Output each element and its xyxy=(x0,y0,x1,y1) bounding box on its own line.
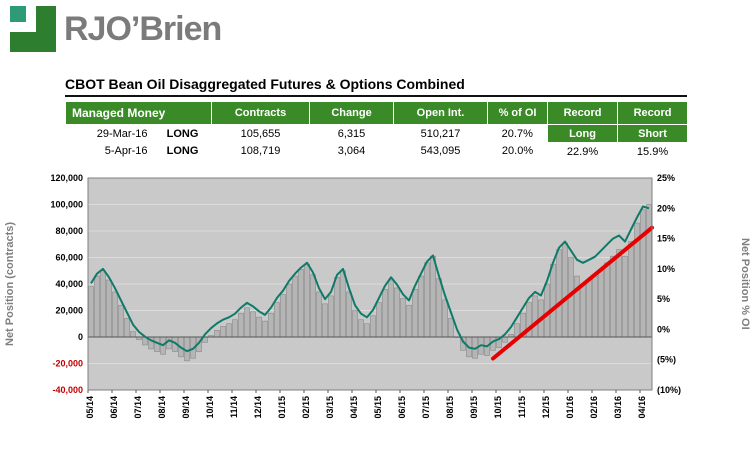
report-title: CBOT Bean Oil Disaggregated Futures & Op… xyxy=(65,76,687,97)
chart-area: 120,000 100,000 80,000 60,000 40,000 20,000 0 -… xyxy=(0,168,755,451)
svg-text:20%: 20% xyxy=(657,203,675,213)
cell-record-long-value: 22.9% xyxy=(547,142,618,160)
svg-text:05/14: 05/14 xyxy=(85,396,95,419)
svg-text:0: 0 xyxy=(78,332,83,342)
cell-record-short-value: 15.9% xyxy=(617,142,688,160)
svg-text:(10%): (10%) xyxy=(657,385,681,395)
cell-contracts: 108,719 xyxy=(211,142,310,160)
header-record-short: Record xyxy=(617,101,689,125)
svg-text:07/14: 07/14 xyxy=(133,396,143,419)
rjo-brien-logo-icon xyxy=(10,6,56,52)
svg-text:08/14: 08/14 xyxy=(157,396,167,419)
table-row: 5-Apr-16 LONG 108,719 3,064 543,095 20.0… xyxy=(65,142,688,160)
svg-text:25%: 25% xyxy=(657,173,675,183)
header-open-int: Open Int. xyxy=(393,101,489,125)
svg-text:09/14: 09/14 xyxy=(181,396,191,419)
svg-text:09/15: 09/15 xyxy=(469,396,479,419)
cell-change: 3,064 xyxy=(309,142,394,160)
cell-position: LONG xyxy=(153,142,212,160)
cell-record-short-label: Short xyxy=(617,124,689,143)
svg-text:5%: 5% xyxy=(657,294,670,304)
cell-position: LONG xyxy=(153,124,212,143)
svg-text:-40,000: -40,000 xyxy=(52,385,83,395)
cell-open-int: 543,095 xyxy=(393,142,488,160)
svg-text:0%: 0% xyxy=(657,324,670,334)
svg-text:06/15: 06/15 xyxy=(397,396,407,419)
header-contracts: Contracts xyxy=(211,101,311,125)
svg-text:02/16: 02/16 xyxy=(589,396,599,419)
svg-text:04/15: 04/15 xyxy=(349,396,359,419)
left-axis-title: Net Position (contracts) xyxy=(4,221,16,347)
svg-text:01/16: 01/16 xyxy=(565,396,575,419)
header-pct-oi: % of OI xyxy=(487,101,549,125)
right-axis-title: Net Position % OI xyxy=(739,238,751,330)
logo-text: RJO’Brien xyxy=(64,10,222,48)
svg-text:80,000: 80,000 xyxy=(55,226,83,236)
svg-text:20,000: 20,000 xyxy=(55,306,83,316)
header-change: Change xyxy=(309,101,395,125)
header-record-long: Record xyxy=(547,101,619,125)
svg-text:12/15: 12/15 xyxy=(541,396,551,419)
svg-text:11/14: 11/14 xyxy=(229,396,239,418)
managed-money-table: Managed Money Contracts Change Open Int.… xyxy=(64,101,689,160)
svg-text:15%: 15% xyxy=(657,234,675,244)
svg-text:07/15: 07/15 xyxy=(421,396,431,419)
svg-text:100,000: 100,000 xyxy=(50,200,83,210)
header-managed-money: Managed Money xyxy=(64,101,213,125)
svg-text:08/15: 08/15 xyxy=(445,396,455,419)
svg-text:06/14: 06/14 xyxy=(109,396,119,419)
cell-date: 5-Apr-16 xyxy=(65,142,154,160)
svg-text:12/14: 12/14 xyxy=(253,396,263,419)
cell-record-long-label: Long xyxy=(547,124,619,143)
cell-date: 29-Mar-16 xyxy=(65,124,154,143)
svg-text:04/16: 04/16 xyxy=(637,396,647,419)
logo-teal-square xyxy=(10,6,26,22)
svg-text:03/16: 03/16 xyxy=(613,396,623,419)
svg-text:01/15: 01/15 xyxy=(277,396,287,419)
cell-pct-oi: 20.7% xyxy=(487,124,548,143)
svg-text:05/15: 05/15 xyxy=(373,396,383,419)
svg-text:-20,000: -20,000 xyxy=(52,359,83,369)
svg-text:10%: 10% xyxy=(657,264,675,274)
table-header-row: Managed Money Contracts Change Open Int.… xyxy=(64,101,689,125)
svg-text:60,000: 60,000 xyxy=(55,253,83,263)
svg-text:10/15: 10/15 xyxy=(493,396,503,419)
svg-text:40,000: 40,000 xyxy=(55,279,83,289)
cell-contracts: 105,655 xyxy=(211,124,310,143)
svg-text:120,000: 120,000 xyxy=(50,173,83,183)
svg-text:11/15: 11/15 xyxy=(517,396,527,418)
table-row: 29-Mar-16 LONG 105,655 6,315 510,217 20.… xyxy=(65,124,689,143)
svg-text:03/15: 03/15 xyxy=(325,396,335,419)
svg-text:02/15: 02/15 xyxy=(301,396,311,419)
cell-change: 6,315 xyxy=(309,124,394,143)
combo-chart: 120,000 100,000 80,000 60,000 40,000 20,000 0 -… xyxy=(50,173,681,419)
svg-text:(5%): (5%) xyxy=(657,355,676,365)
cell-open-int: 510,217 xyxy=(393,124,488,143)
svg-text:10/14: 10/14 xyxy=(205,396,215,419)
cell-pct-oi: 20.0% xyxy=(487,142,548,160)
